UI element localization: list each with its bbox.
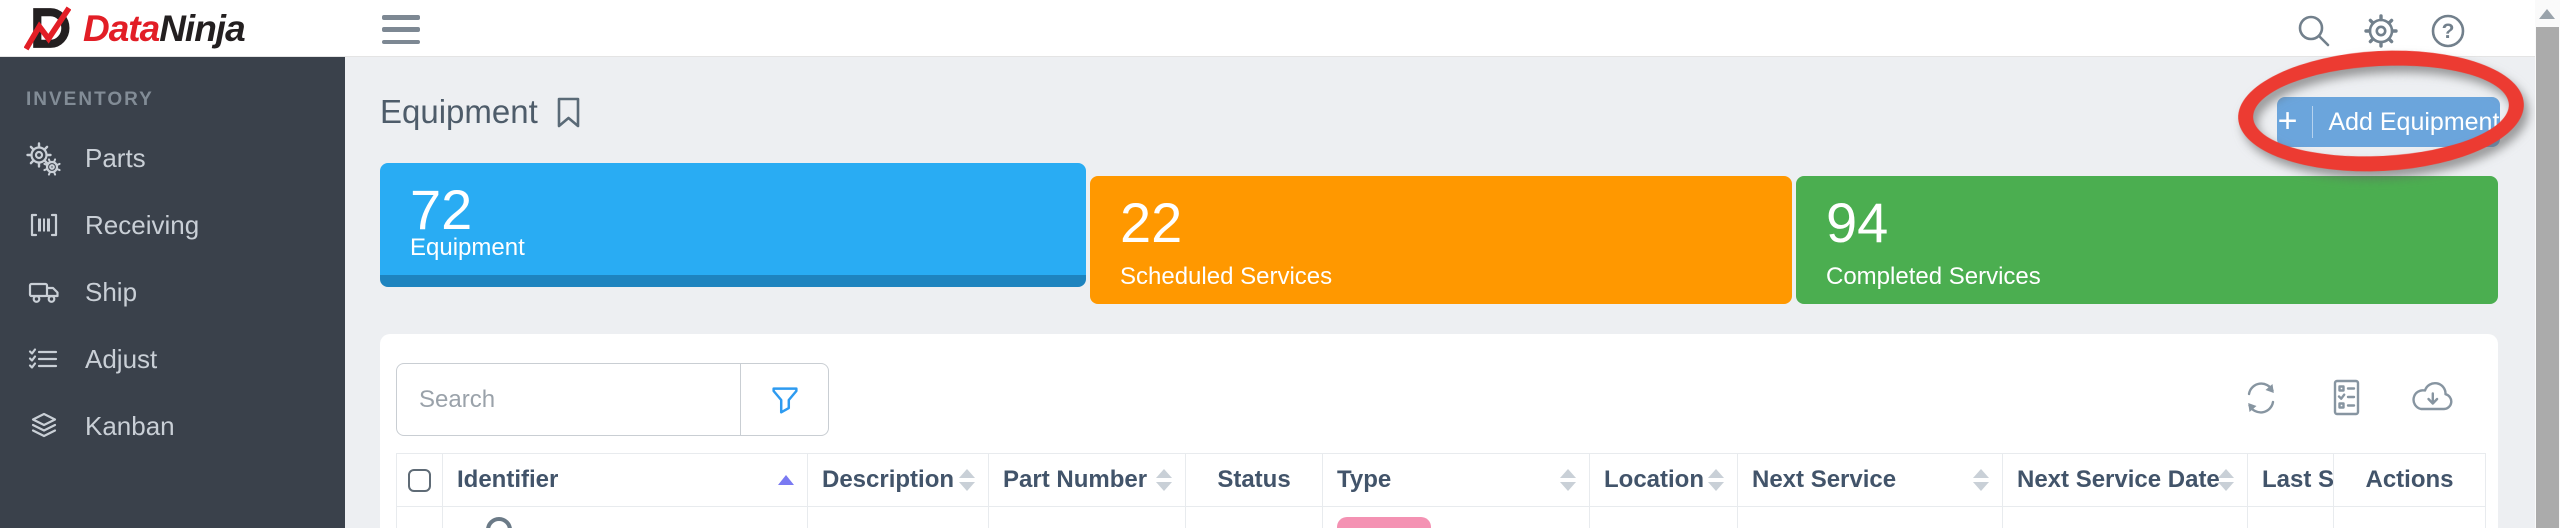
help-icon[interactable]: ? [2428, 11, 2468, 51]
column-header-description[interactable]: Description [807, 453, 989, 507]
gears-icon [26, 141, 61, 176]
top-bar: DataNinja ? [0, 0, 2535, 57]
sidebar-item-label: Ship [85, 277, 138, 307]
brand-word-red: Data [83, 7, 160, 49]
sidebar-item-label: Adjust [85, 344, 158, 374]
column-label: Next Service [1752, 466, 1897, 493]
column-label: Status [1217, 466, 1291, 493]
dataninja-logo-icon [24, 6, 71, 51]
column-label: Description [822, 466, 955, 493]
column-header-next-service[interactable]: Next Service [1737, 453, 2003, 507]
select-all-header [396, 453, 443, 507]
refresh-icon[interactable] [2238, 376, 2284, 420]
sidebar-item-adjust[interactable]: Adjust [0, 326, 345, 393]
stat-card-scheduled-services[interactable]: 22 Scheduled Services [1090, 176, 1792, 304]
row-location-cell [1589, 506, 1738, 528]
page-title: Equipment [380, 93, 538, 130]
scroll-up-arrow-icon[interactable] [2539, 9, 2555, 19]
row-description-cell [807, 506, 989, 528]
sidebar-item-ship[interactable]: Ship [0, 259, 345, 326]
sort-asc-icon [778, 475, 794, 485]
sidebar-item-label: Receiving [85, 210, 200, 240]
column-header-status[interactable]: Status [1185, 453, 1323, 507]
equipment-table-panel: Identifier Description Part Number Statu… [380, 334, 2498, 528]
equipment-avatar-icon [486, 517, 512, 528]
row-next-service-date-cell [2002, 506, 2248, 528]
row-next-service-cell [1737, 506, 2003, 528]
sidebar-item-label: Kanban [85, 411, 175, 441]
layers-icon [31, 412, 57, 437]
sidebar-item-parts[interactable]: Parts [0, 125, 345, 192]
sidebar-item-label: Parts [85, 143, 146, 173]
sort-icon [959, 469, 975, 491]
row-type-cell [1322, 506, 1590, 528]
stat-value: 94 [1826, 191, 1889, 254]
sidebar-item-receiving[interactable]: Receiving [0, 192, 345, 259]
row-status-cell [1185, 506, 1323, 528]
task-list-icon[interactable] [2326, 376, 2366, 420]
vertical-scrollbar[interactable] [2535, 0, 2560, 528]
plus-icon: + [2277, 101, 2298, 140]
column-header-identifier[interactable]: Identifier [442, 453, 808, 507]
sort-icon [1708, 469, 1724, 491]
sort-icon [2218, 469, 2234, 491]
add-equipment-label: Add Equipment [2328, 107, 2500, 136]
column-header-location[interactable]: Location [1589, 453, 1738, 507]
type-badge [1337, 517, 1431, 528]
scrollbar-thumb[interactable] [2536, 27, 2559, 528]
sort-icon [1973, 469, 1989, 491]
table-header-row: Identifier Description Part Number Statu… [396, 453, 2486, 507]
brand-logo[interactable]: DataNinja [24, 5, 246, 52]
brand-wordmark: DataNinja [83, 6, 246, 52]
filter-funnel-icon [771, 386, 798, 414]
sidebar-section-label: INVENTORY [26, 89, 154, 110]
stat-label: Equipment [410, 234, 525, 261]
table-row[interactable] [396, 506, 2486, 528]
svg-text:?: ? [2442, 20, 2455, 43]
search-icon[interactable] [2294, 11, 2334, 51]
stat-card-equipment[interactable]: 72 Equipment [380, 163, 1086, 287]
button-divider [2312, 106, 2314, 138]
column-label: Last Se [2262, 466, 2334, 493]
filter-button[interactable] [741, 363, 829, 436]
bookmark-icon[interactable] [555, 96, 582, 129]
hamburger-menu-icon[interactable] [382, 15, 420, 44]
stat-label: Scheduled Services [1120, 263, 1333, 290]
add-equipment-button[interactable]: + Add Equipment [2277, 97, 2500, 147]
stat-label: Completed Services [1826, 263, 2041, 290]
gear-icon[interactable] [2361, 11, 2401, 51]
brand-word-dark: Ninja [159, 7, 245, 49]
column-header-type[interactable]: Type [1322, 453, 1590, 507]
column-label: Type [1337, 466, 1392, 493]
truck-icon [28, 282, 59, 303]
column-header-next-service-date[interactable]: Next Service Date [2002, 453, 2248, 507]
stat-value: 72 [410, 178, 473, 241]
barcode-icon [30, 213, 58, 236]
column-header-last-service[interactable]: Last Se [2247, 453, 2334, 507]
sort-icon [1560, 469, 1576, 491]
column-label: Actions [2365, 466, 2454, 493]
cloud-download-icon[interactable] [2408, 376, 2458, 420]
column-label: Identifier [457, 466, 559, 493]
column-header-actions: Actions [2333, 453, 2486, 507]
main-content: Equipment 72 Equipment 22 Scheduled Serv… [345, 43, 2535, 528]
column-label: Part Number [1003, 466, 1148, 493]
stat-card-completed-services[interactable]: 94 Completed Services [1796, 176, 2498, 304]
checklist-icon [28, 347, 58, 369]
column-label: Next Service Date [2017, 466, 2220, 493]
row-part-number-cell [988, 506, 1186, 528]
column-header-part-number[interactable]: Part Number [988, 453, 1186, 507]
row-actions-cell [2333, 506, 2486, 528]
stat-value: 22 [1120, 191, 1183, 254]
row-select-cell [396, 506, 443, 528]
row-identifier-cell [442, 506, 808, 528]
equipment-table: Identifier Description Part Number Statu… [396, 453, 2486, 528]
search-input[interactable] [396, 363, 741, 436]
sidebar-item-kanban[interactable]: Kanban [0, 393, 345, 460]
select-all-checkbox[interactable] [408, 468, 431, 492]
sort-icon [1156, 469, 1172, 491]
sidebar: INVENTORY Parts [0, 57, 345, 528]
column-label: Location [1604, 466, 1704, 493]
row-last-service-cell [2247, 506, 2334, 528]
